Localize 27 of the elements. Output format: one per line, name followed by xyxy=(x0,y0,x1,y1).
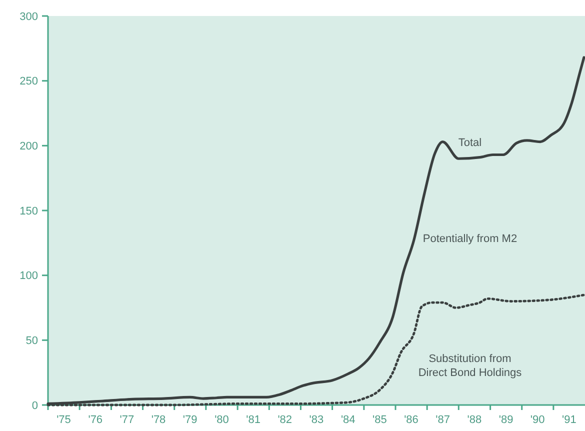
x-tick-label: '79 xyxy=(182,414,198,426)
y-tick-label: 50 xyxy=(26,335,38,348)
x-tick-label: '76 xyxy=(88,414,103,426)
y-tick-label: 0 xyxy=(32,400,38,412)
x-tick-label: '88 xyxy=(467,414,482,426)
x-tick-label: '86 xyxy=(404,414,418,426)
series-label: Substitution from Direct Bond Holdings xyxy=(418,353,522,379)
x-tick-label: '85 xyxy=(372,414,387,426)
x-tick-label: '90 xyxy=(530,414,545,426)
series-label: Total xyxy=(458,137,482,149)
y-tick-label: 250 xyxy=(20,76,38,88)
x-tick-label: '83 xyxy=(309,414,324,426)
x-tick-label: '87 xyxy=(436,414,450,426)
x-tick-label: '82 xyxy=(278,414,292,426)
x-tick-label: '78 xyxy=(151,414,166,426)
y-tick-label: 150 xyxy=(20,205,38,218)
x-tick-label: '77 xyxy=(120,414,134,426)
x-tick-label: '81 xyxy=(246,414,260,426)
x-tick-label: '75 xyxy=(56,414,71,426)
y-tick-label: 100 xyxy=(20,270,38,282)
x-tick-label: '84 xyxy=(340,414,356,426)
y-tick-label: 300 xyxy=(20,10,38,23)
y-tick-label: 200 xyxy=(20,140,38,153)
x-tick-label: '89 xyxy=(498,414,514,426)
x-tick-label: '91 xyxy=(562,414,576,426)
x-tick-label: '80 xyxy=(214,414,229,426)
annotation: Potentially from M2 xyxy=(422,233,518,245)
